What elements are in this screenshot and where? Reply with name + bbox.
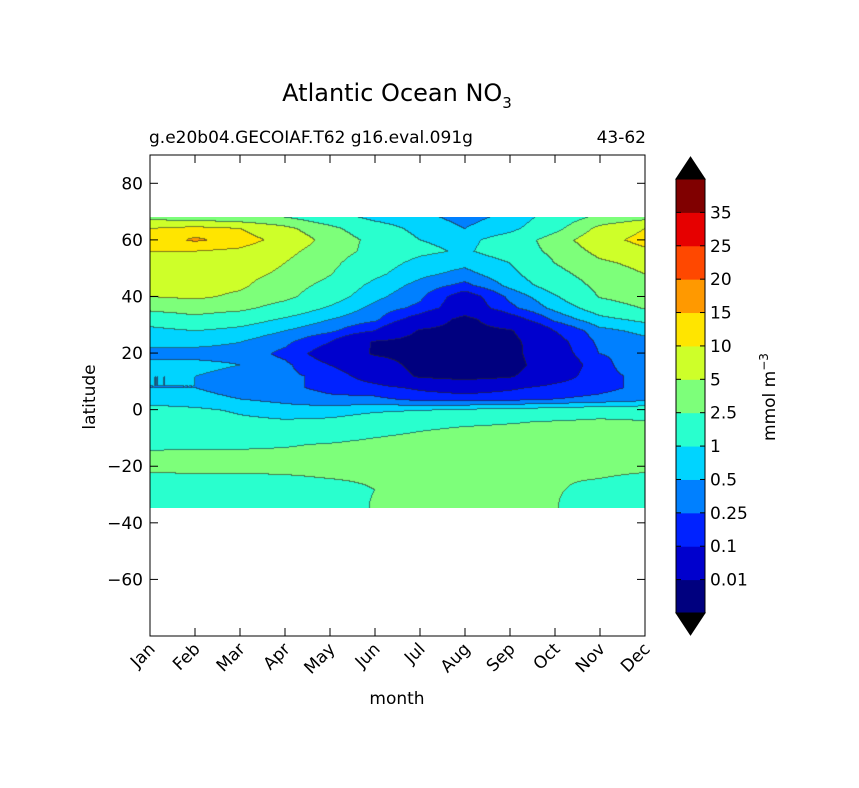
y-axis: 80 60 40 20 0 −20 −40 −60	[107, 174, 645, 590]
y-tick-label: 20	[121, 344, 143, 364]
x-tick-label: Jun	[351, 639, 385, 673]
chart-subtitle-left: g.e20b04.GECOIAF.T62 g16.eval.091g	[149, 128, 473, 148]
chart-title: Atlantic Ocean NO3	[282, 79, 512, 112]
x-tick-label: Feb	[169, 639, 204, 674]
x-tick-label: Mar	[213, 639, 250, 676]
y-axis-label: latitude	[80, 364, 100, 429]
x-tick-label: Sep	[483, 639, 520, 676]
x-tick-label: Nov	[572, 639, 610, 677]
y-tick-label: 0	[132, 401, 143, 421]
x-tick-label: Oct	[530, 639, 565, 674]
x-tick-label: May	[301, 639, 340, 678]
colorbar-segment	[676, 412, 705, 447]
plot-frame	[149, 154, 646, 637]
colorbar-extend-min	[675, 612, 706, 636]
y-tick-label: −40	[107, 514, 143, 534]
colorbar-tick-label: 15	[710, 304, 732, 324]
x-tick-label: Jul	[400, 639, 429, 668]
colorbar-segment	[676, 512, 705, 547]
colorbar-segment	[676, 546, 705, 581]
colorbar-tick-label: 1	[710, 437, 721, 457]
colorbar-tick-label: 2.5	[710, 404, 737, 424]
colorbar-tick-label: 0.25	[710, 504, 748, 524]
colorbar-tick-label: 25	[710, 237, 732, 257]
colorbar-tick-label: 0.5	[710, 470, 737, 490]
colorbar-segment	[676, 345, 705, 380]
y-tick-label: 60	[121, 231, 143, 251]
chart-subtitle-right: 43-62	[597, 128, 646, 148]
x-axis-label: month	[369, 689, 424, 709]
colorbar-segment	[676, 312, 705, 347]
colorbar-extend-max	[675, 156, 706, 180]
colorbar-tick-label: 0.01	[710, 571, 748, 591]
y-tick-label: 80	[121, 174, 143, 194]
colorbar-segment	[676, 379, 705, 414]
contour-field	[150, 217, 645, 508]
colorbar-segment	[676, 446, 705, 480]
y-tick-label: −60	[107, 570, 143, 590]
colorbar-tick-label: 0.1	[710, 537, 737, 557]
x-tick-label: Dec	[617, 639, 654, 676]
colorbar-tick-label: 20	[710, 270, 732, 290]
colorbar-segment	[676, 279, 705, 314]
colorbar-segment	[676, 579, 705, 614]
x-tick-label: Apr	[260, 639, 295, 674]
colorbar-tick-label: 5	[710, 370, 721, 390]
colorbar-segment	[676, 212, 705, 247]
colorbar-segment	[676, 479, 705, 514]
x-tick-label: Aug	[437, 639, 475, 677]
colorbar-label: mmol m−3	[757, 353, 780, 441]
y-tick-label: 40	[121, 287, 143, 307]
colorbar-tick-label: 35	[710, 203, 732, 223]
colorbar-frame	[675, 178, 706, 614]
y-tick-label: −20	[107, 457, 143, 477]
colorbar-segment	[676, 179, 705, 213]
x-tick-label: Jan	[126, 639, 159, 672]
colorbar-tick-label: 10	[710, 337, 732, 357]
colorbar: 0.01 0.1 0.25 0.5 1 2.5 5 10 15 20 25 35	[675, 156, 748, 636]
colorbar-segment	[676, 245, 705, 280]
